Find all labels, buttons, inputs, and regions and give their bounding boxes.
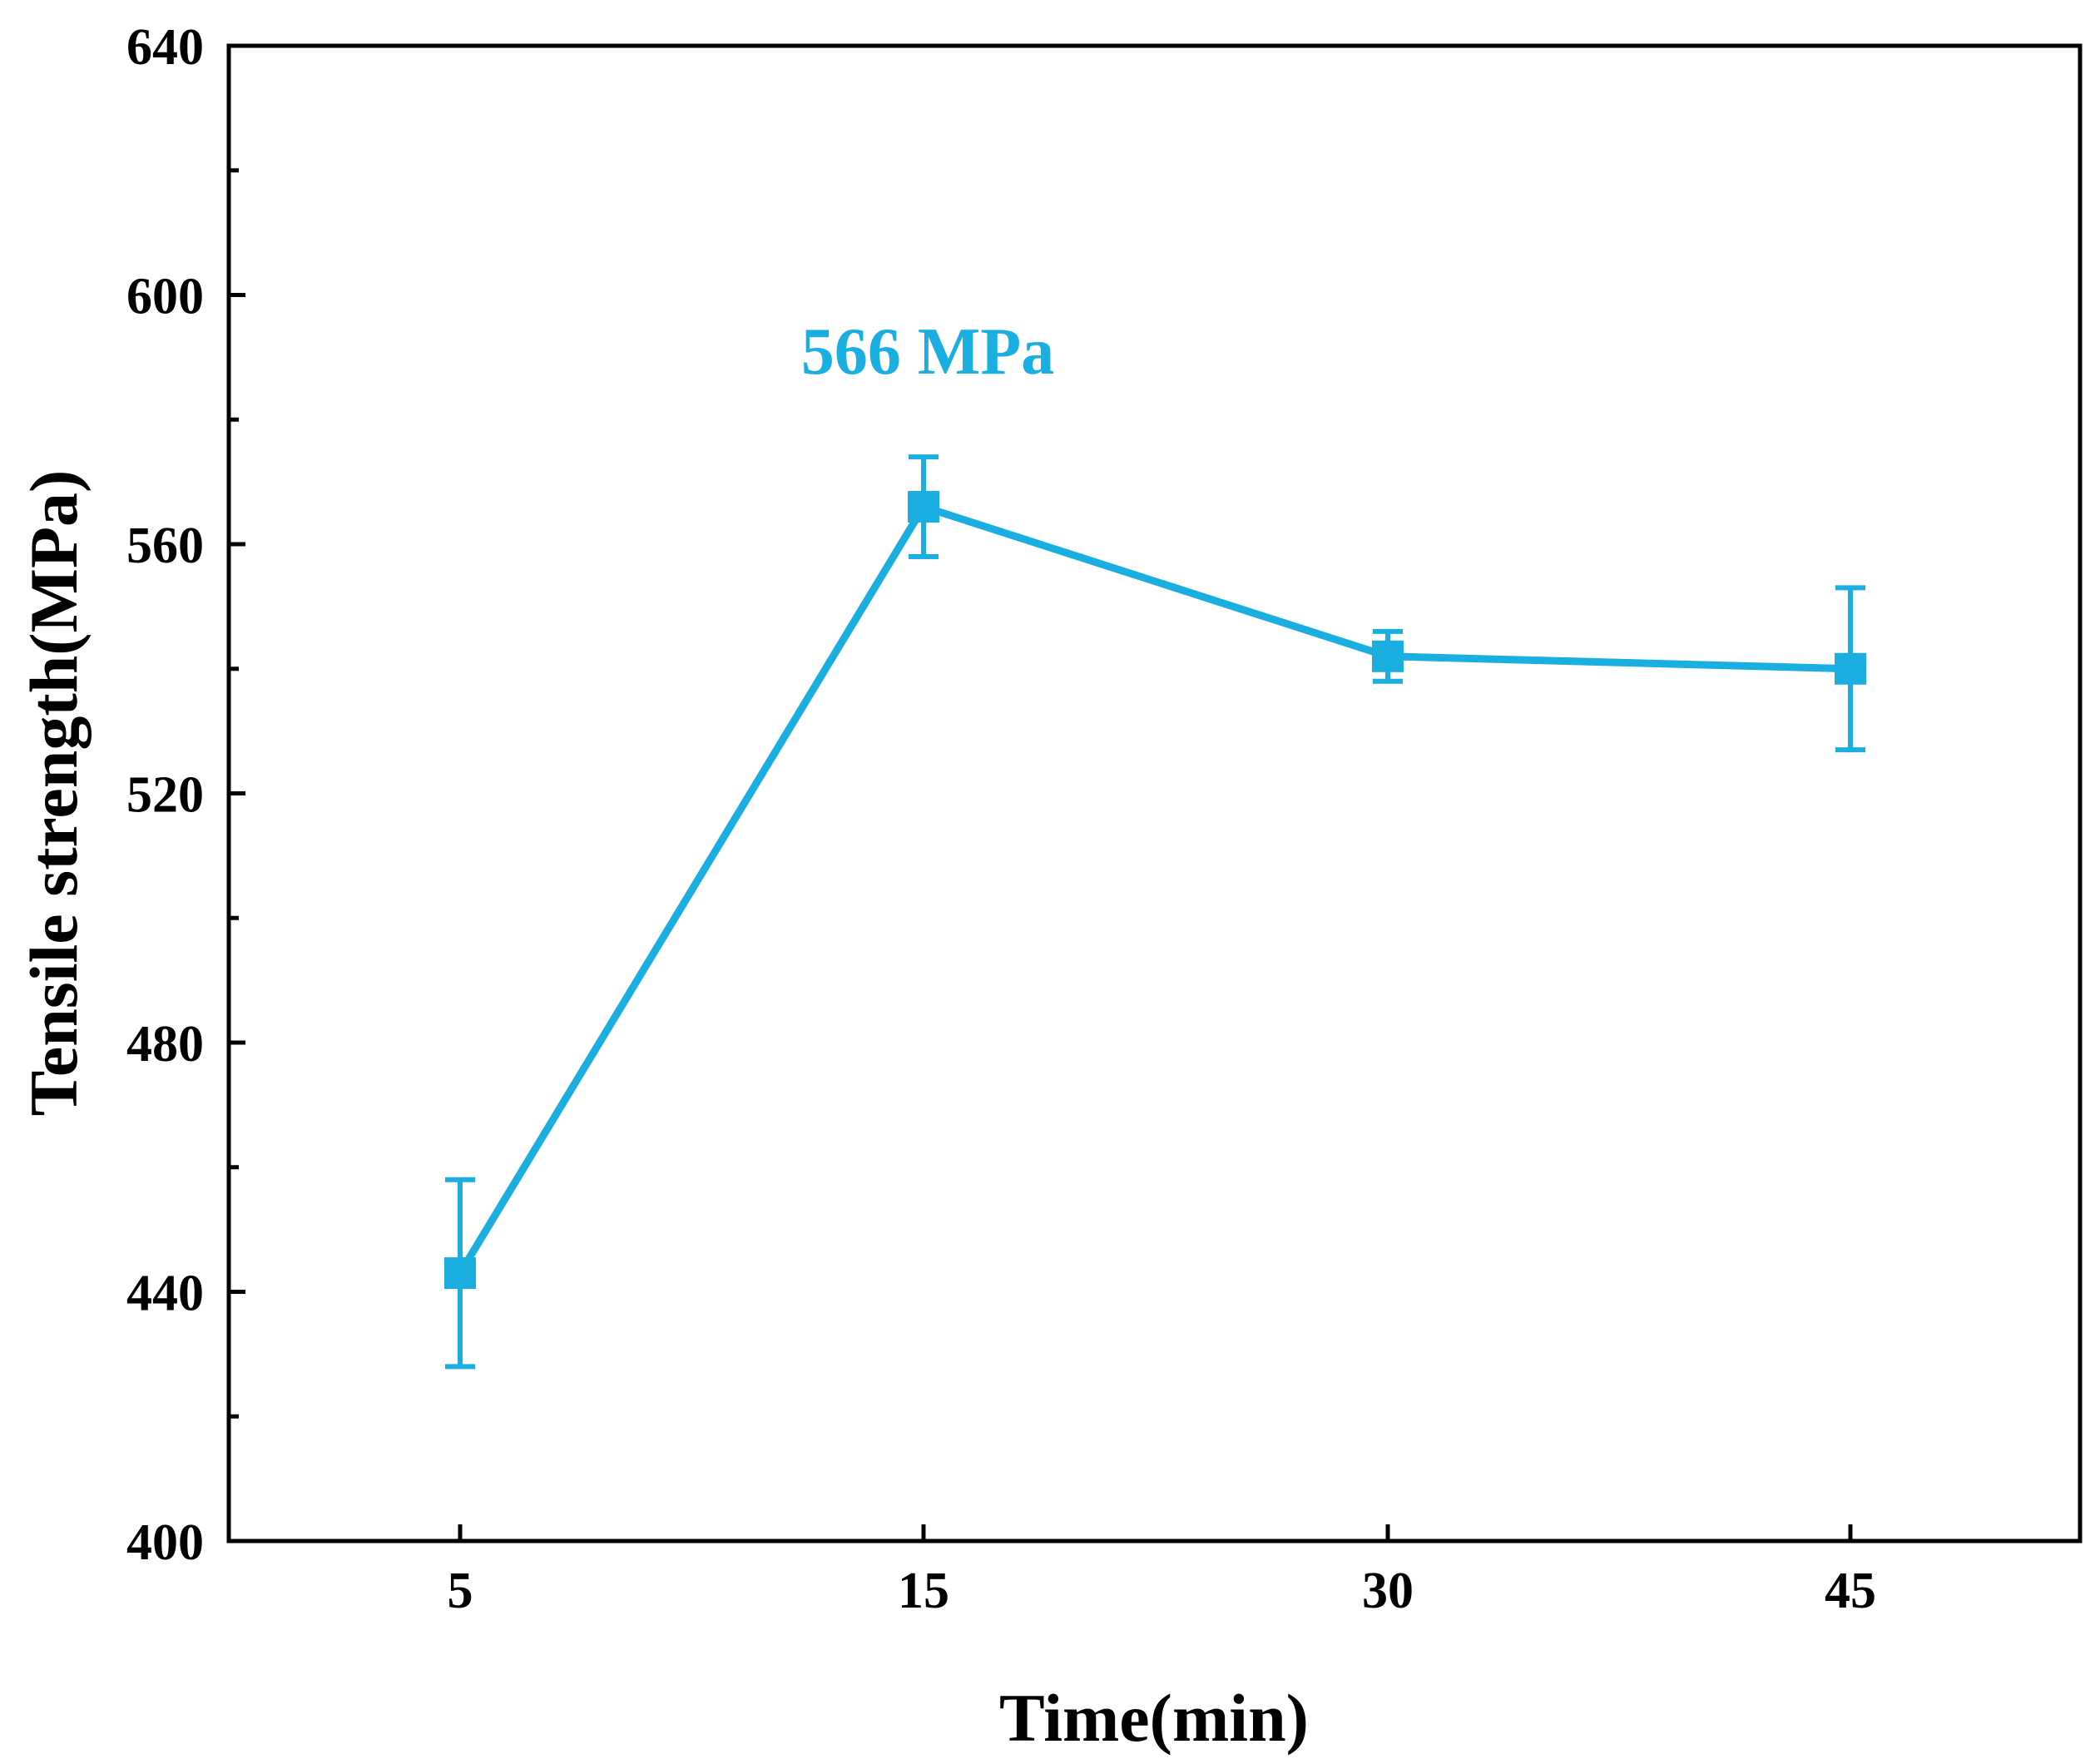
x-axis: 5 15 30 45 <box>448 1524 1876 1619</box>
peak-value-annotation: 566 MPa <box>801 315 1054 389</box>
x-tick-label: 15 <box>898 1563 949 1619</box>
y-tick-label: 520 <box>126 767 204 824</box>
series-layer <box>444 454 1866 1370</box>
y-axis: 400 440 480 520 560 600 640 <box>126 19 245 1571</box>
y-axis-title: Tensile strength(MPa) <box>16 470 92 1117</box>
data-point-marker <box>1372 640 1404 672</box>
y-tick-label: 560 <box>126 518 204 574</box>
x-tick-label: 5 <box>448 1563 473 1619</box>
data-point-marker <box>1835 652 1866 685</box>
y-tick-label: 480 <box>126 1016 204 1073</box>
x-axis-title: Time(min) <box>999 1680 1309 1756</box>
x-tick-label: 30 <box>1362 1563 1414 1619</box>
y-tick-label: 600 <box>126 269 204 325</box>
data-point-marker <box>908 491 939 523</box>
y-tick-label: 400 <box>126 1514 204 1571</box>
data-point-marker <box>444 1257 476 1290</box>
y-tick-label: 640 <box>126 19 204 76</box>
series-line <box>457 502 1851 1276</box>
plot-frame <box>226 43 2083 1544</box>
y-tick-label: 440 <box>126 1266 204 1322</box>
x-tick-label: 45 <box>1825 1563 1876 1619</box>
